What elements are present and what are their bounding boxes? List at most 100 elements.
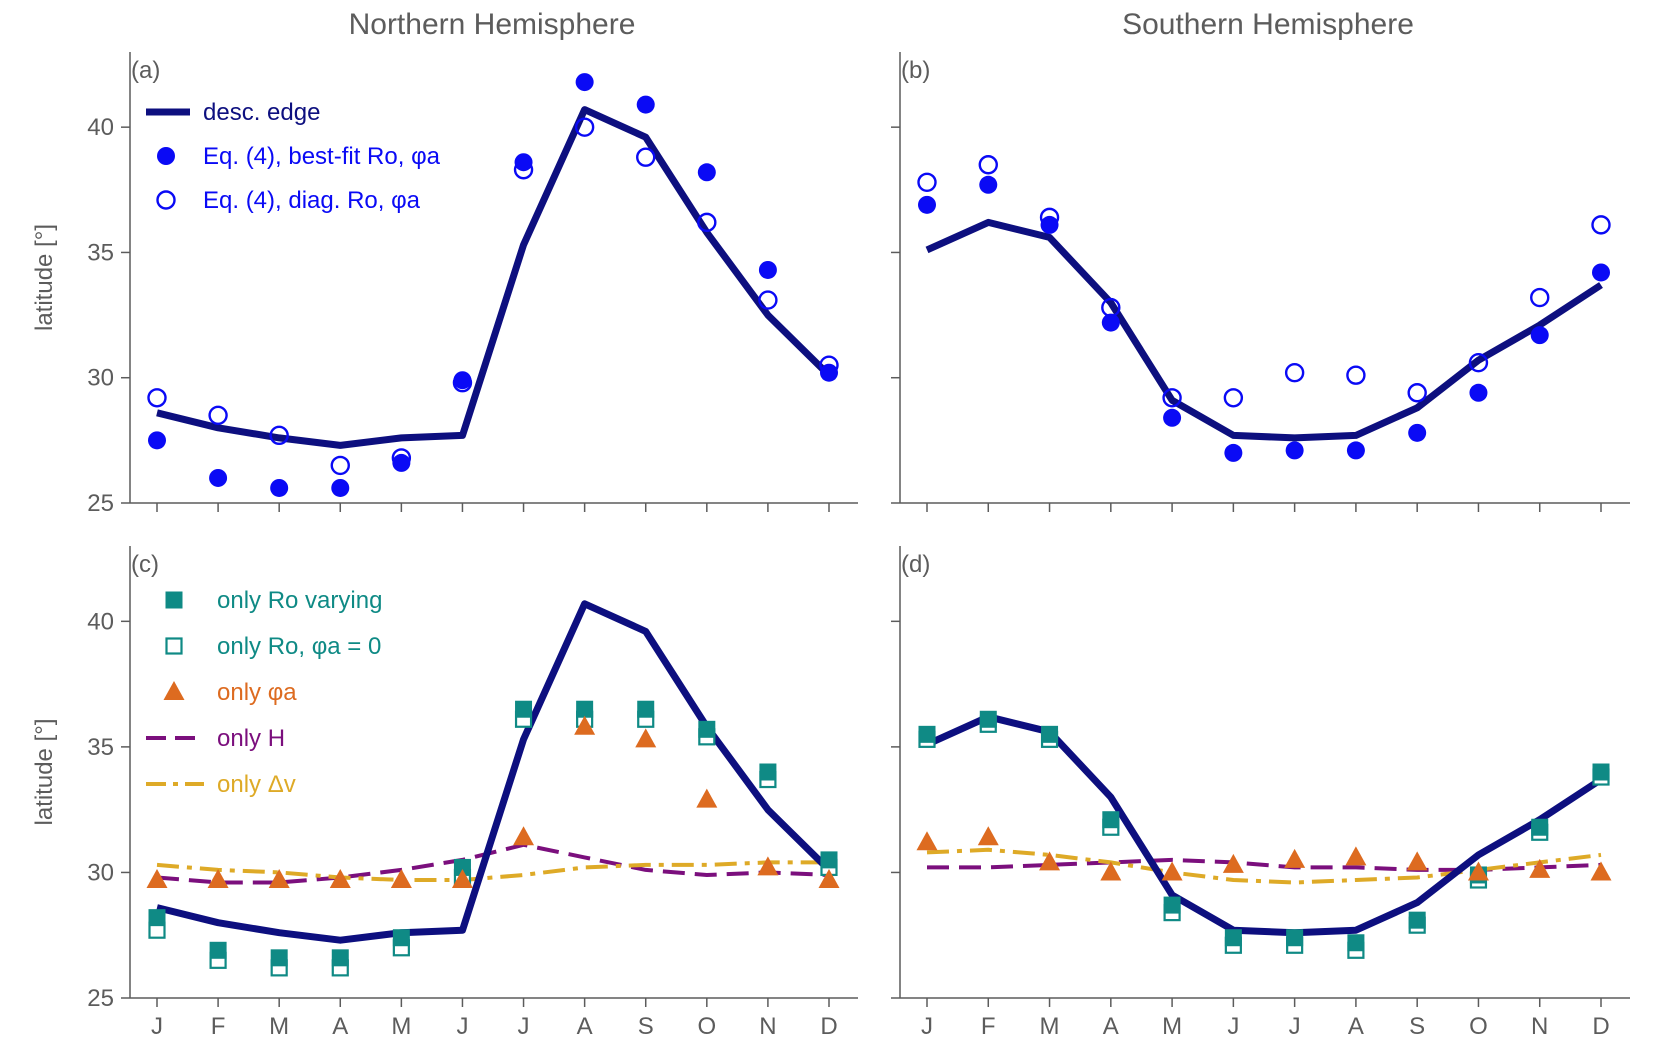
data-point bbox=[1592, 763, 1610, 781]
legend-item-only-h: only H bbox=[146, 725, 285, 752]
panel-label: (d) bbox=[901, 551, 930, 578]
data-point-shape bbox=[1529, 858, 1551, 878]
series-only-ro-varying bbox=[148, 700, 838, 967]
data-point-shape bbox=[1346, 365, 1366, 385]
data-point-shape bbox=[1039, 851, 1061, 871]
data-point-shape bbox=[1224, 929, 1242, 947]
data-point-shape bbox=[636, 95, 655, 114]
data-point bbox=[1530, 326, 1549, 345]
legend-swatch bbox=[156, 190, 176, 210]
data-point-shape bbox=[148, 909, 166, 927]
data-point bbox=[574, 715, 596, 735]
data-point bbox=[820, 363, 838, 382]
legend-swatch-shape bbox=[157, 147, 175, 165]
data-point-shape bbox=[576, 700, 594, 718]
data-point bbox=[818, 868, 840, 888]
data-point-shape bbox=[574, 117, 595, 137]
data-point bbox=[697, 212, 717, 233]
data-point-shape bbox=[1346, 441, 1365, 460]
legend-label: desc. edge bbox=[203, 99, 320, 126]
data-point-shape bbox=[1530, 326, 1549, 345]
data-point bbox=[1529, 858, 1551, 878]
legend-item-only-v: only Δv bbox=[146, 771, 296, 798]
x-tick-label: D bbox=[820, 1013, 837, 1037]
x-tick-label: J bbox=[151, 1013, 163, 1037]
data-point bbox=[574, 117, 595, 137]
data-point-shape bbox=[209, 468, 228, 487]
data-point-shape bbox=[1040, 215, 1059, 234]
data-point bbox=[979, 710, 997, 728]
x-tick-label: J bbox=[1227, 1013, 1239, 1037]
data-point bbox=[1041, 725, 1059, 743]
data-point-shape bbox=[757, 856, 779, 876]
x-tick-label: N bbox=[1531, 1013, 1548, 1037]
data-point-shape bbox=[1408, 423, 1427, 442]
legend-label: only Δv bbox=[217, 771, 296, 798]
data-point-shape bbox=[209, 941, 227, 959]
series-eq-4-best-fit-ro-a bbox=[148, 73, 838, 497]
data-point bbox=[148, 909, 166, 927]
x-tick-label: J bbox=[1289, 1013, 1301, 1037]
x-tick-label: S bbox=[638, 1013, 654, 1037]
series-only-v bbox=[926, 847, 1602, 885]
data-point-shape bbox=[515, 700, 533, 718]
data-point-shape bbox=[390, 868, 412, 888]
data-point bbox=[1162, 388, 1182, 408]
legend-label: Eq. (4), diag. Ro, φa bbox=[203, 187, 421, 214]
y-axis-label: latitude [°] bbox=[31, 719, 58, 826]
data-point-shape bbox=[147, 388, 167, 408]
data-point-shape bbox=[1224, 443, 1243, 462]
data-point bbox=[1406, 851, 1428, 871]
data-point-shape bbox=[1100, 861, 1122, 881]
data-point-shape bbox=[637, 700, 655, 718]
data-point bbox=[390, 868, 412, 888]
x-tick-label: M bbox=[1040, 1013, 1060, 1037]
panel-label: (c) bbox=[131, 551, 159, 578]
legend-swatch-shape bbox=[163, 681, 185, 700]
legend-swatch-shape bbox=[165, 591, 183, 609]
series-desc-edge bbox=[156, 600, 832, 944]
legend: desc. edge Eq. (4), best-fit Ro, φa Eq. (4… bbox=[146, 99, 441, 214]
data-point-shape bbox=[1286, 929, 1304, 947]
data-point-shape bbox=[1222, 853, 1244, 873]
data-point bbox=[1163, 896, 1181, 914]
series-desc-edge bbox=[925, 218, 1603, 442]
series-only-v bbox=[156, 860, 829, 882]
data-point bbox=[1346, 441, 1365, 460]
data-point-shape bbox=[820, 363, 838, 382]
data-point-shape bbox=[1041, 725, 1059, 743]
data-point bbox=[268, 868, 290, 888]
panel-c: J F M A M J J A S O N D 25 30 35 40 latitude [°] (c) only … bbox=[31, 546, 858, 1037]
data-point bbox=[392, 453, 411, 472]
data-point-shape bbox=[697, 212, 717, 233]
data-point bbox=[1467, 861, 1489, 881]
data-point bbox=[636, 147, 656, 167]
title-northern-hemisphere: Northern Hemisphere bbox=[349, 8, 636, 41]
data-point bbox=[916, 831, 938, 851]
legend-item-eq-4-best-fit-ro-a: Eq. (4), best-fit Ro, φa bbox=[157, 143, 441, 170]
data-point bbox=[451, 868, 473, 888]
x-tick-label: A bbox=[332, 1013, 348, 1037]
panel-label: (b) bbox=[901, 57, 930, 84]
data-point bbox=[1286, 929, 1304, 947]
legend-swatch-shape bbox=[156, 190, 176, 210]
data-point-shape bbox=[269, 425, 289, 446]
x-tick-label: M bbox=[269, 1013, 289, 1037]
legend-item-desc-edge: desc. edge bbox=[146, 99, 320, 126]
y-tick-label: 35 bbox=[87, 734, 114, 761]
data-point bbox=[1468, 352, 1489, 373]
x-tick-label: A bbox=[1103, 1013, 1119, 1037]
data-point bbox=[208, 405, 228, 426]
series-line-desc-edge bbox=[156, 106, 832, 449]
data-point-shape bbox=[270, 949, 288, 967]
data-point bbox=[1284, 363, 1305, 383]
data-point bbox=[1408, 911, 1426, 929]
data-point bbox=[270, 478, 289, 497]
data-point bbox=[1222, 853, 1244, 873]
data-point bbox=[148, 431, 166, 450]
data-point-shape bbox=[392, 453, 411, 472]
data-point bbox=[453, 858, 471, 876]
legend-swatch bbox=[165, 591, 183, 609]
data-point bbox=[635, 728, 657, 748]
